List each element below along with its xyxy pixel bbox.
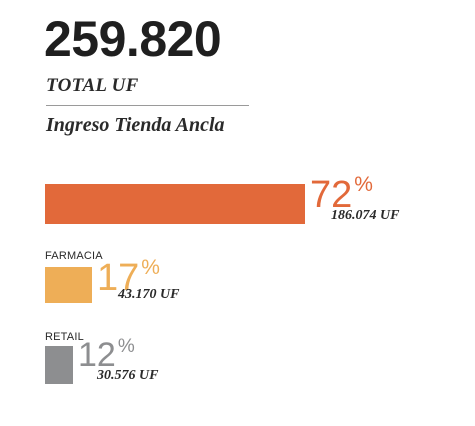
percent-value: 17	[97, 257, 140, 299]
bar-farmacia	[45, 267, 92, 303]
percent-value: 72	[310, 174, 353, 216]
percent-sign: %	[141, 256, 160, 279]
total-label: TOTAL UF	[46, 75, 139, 96]
divider	[46, 105, 249, 106]
uf-label-tienda-ancla: 186.074 UF	[331, 208, 400, 223]
bar-retail	[45, 346, 73, 384]
percent-label-farmacia: 17%	[97, 256, 160, 299]
percent-label-retail: 12%	[78, 336, 135, 374]
percent-value: 12	[78, 336, 116, 374]
chart-subtitle: Ingreso Tienda Ancla	[46, 114, 225, 136]
percent-sign: %	[117, 336, 135, 357]
total-value: 259.820	[44, 11, 222, 67]
bar-tienda-ancla	[45, 184, 305, 224]
uf-label-retail: 30.576 UF	[97, 368, 159, 383]
uf-label-farmacia: 43.170 UF	[118, 287, 180, 302]
percent-sign: %	[354, 173, 373, 196]
category-label-retail: RETAIL	[45, 331, 84, 343]
category-label-farmacia: FARMACIA	[45, 250, 103, 262]
percent-label-tienda-ancla: 72%	[310, 173, 373, 216]
